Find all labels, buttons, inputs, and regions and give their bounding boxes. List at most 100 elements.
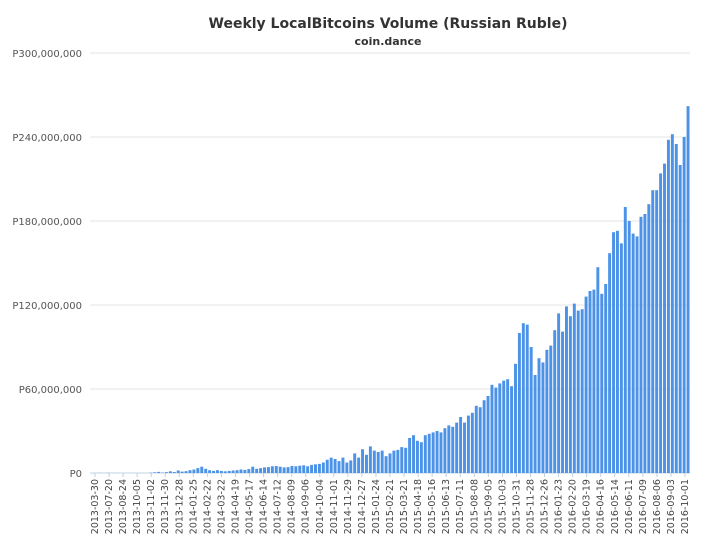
- bar[interactable]: [384, 456, 388, 473]
- bar[interactable]: [463, 422, 466, 473]
- bar[interactable]: [361, 449, 365, 473]
- bar[interactable]: [227, 470, 231, 473]
- bar[interactable]: [482, 400, 486, 473]
- bar[interactable]: [266, 467, 270, 473]
- bar[interactable]: [314, 464, 317, 473]
- bar[interactable]: [247, 469, 251, 473]
- bar[interactable]: [447, 425, 451, 473]
- bar[interactable]: [321, 462, 325, 474]
- bar[interactable]: [666, 139, 670, 474]
- bar[interactable]: [541, 362, 545, 473]
- bar[interactable]: [643, 214, 647, 473]
- bar[interactable]: [435, 431, 439, 473]
- bar[interactable]: [576, 310, 580, 473]
- bar[interactable]: [310, 464, 314, 473]
- bar[interactable]: [168, 471, 172, 473]
- bar[interactable]: [365, 454, 368, 473]
- bar[interactable]: [184, 471, 188, 473]
- bar[interactable]: [486, 396, 490, 473]
- bar[interactable]: [423, 435, 427, 473]
- bar[interactable]: [517, 333, 521, 473]
- bar[interactable]: [451, 426, 455, 473]
- bar[interactable]: [612, 232, 615, 473]
- bar[interactable]: [345, 462, 349, 474]
- bar[interactable]: [255, 468, 259, 473]
- bar[interactable]: [239, 469, 243, 474]
- bar[interactable]: [678, 165, 682, 473]
- bar[interactable]: [412, 435, 415, 473]
- bar[interactable]: [647, 204, 651, 473]
- bar[interactable]: [165, 472, 168, 473]
- bar[interactable]: [376, 452, 380, 473]
- bar[interactable]: [474, 405, 478, 473]
- bar[interactable]: [196, 468, 200, 473]
- bar[interactable]: [627, 221, 631, 473]
- bar[interactable]: [176, 470, 180, 473]
- bar[interactable]: [388, 453, 392, 473]
- bar[interactable]: [341, 457, 345, 473]
- bar[interactable]: [231, 470, 235, 473]
- bar[interactable]: [408, 438, 412, 473]
- bar[interactable]: [580, 309, 584, 473]
- bar[interactable]: [325, 459, 329, 473]
- bar[interactable]: [615, 230, 619, 473]
- bar[interactable]: [588, 291, 592, 473]
- bar[interactable]: [466, 415, 470, 473]
- bar[interactable]: [204, 468, 208, 473]
- bar[interactable]: [282, 467, 286, 473]
- bar[interactable]: [259, 468, 263, 473]
- bar[interactable]: [510, 386, 514, 473]
- bar[interactable]: [419, 442, 423, 473]
- bar[interactable]: [529, 347, 533, 473]
- bar[interactable]: [290, 466, 294, 473]
- bar[interactable]: [235, 470, 239, 473]
- bar[interactable]: [635, 236, 639, 473]
- bar[interactable]: [349, 460, 353, 473]
- bar[interactable]: [188, 470, 192, 473]
- bar[interactable]: [200, 466, 204, 473]
- bar[interactable]: [600, 293, 604, 473]
- bar[interactable]: [180, 471, 184, 473]
- bar[interactable]: [619, 243, 623, 473]
- bar[interactable]: [498, 383, 502, 473]
- bar[interactable]: [651, 190, 655, 473]
- bar[interactable]: [686, 106, 690, 473]
- bar[interactable]: [639, 216, 643, 474]
- bar[interactable]: [243, 469, 247, 473]
- bar[interactable]: [317, 463, 321, 473]
- bar[interactable]: [470, 412, 474, 473]
- bar[interactable]: [608, 253, 612, 473]
- bar[interactable]: [537, 358, 541, 473]
- bar[interactable]: [192, 469, 196, 474]
- bar[interactable]: [674, 144, 678, 473]
- bar[interactable]: [502, 380, 506, 473]
- bar[interactable]: [459, 417, 463, 473]
- bar[interactable]: [584, 296, 588, 473]
- bar[interactable]: [212, 470, 215, 473]
- bar[interactable]: [490, 384, 494, 473]
- bar[interactable]: [357, 457, 361, 473]
- bar[interactable]: [565, 306, 568, 473]
- bar[interactable]: [427, 433, 431, 473]
- bar[interactable]: [274, 466, 278, 473]
- bar[interactable]: [431, 432, 435, 473]
- bar[interactable]: [596, 267, 600, 473]
- bar[interactable]: [494, 387, 498, 473]
- bar[interactable]: [478, 407, 482, 473]
- bar[interactable]: [525, 324, 529, 473]
- bar[interactable]: [604, 284, 608, 473]
- bar[interactable]: [329, 457, 333, 473]
- bar[interactable]: [521, 323, 525, 473]
- bar[interactable]: [553, 330, 557, 473]
- bar[interactable]: [215, 470, 219, 473]
- bar[interactable]: [592, 289, 596, 473]
- bar[interactable]: [443, 428, 447, 473]
- bar[interactable]: [223, 471, 227, 473]
- bar[interactable]: [404, 447, 408, 473]
- bar[interactable]: [670, 134, 674, 473]
- bar[interactable]: [623, 207, 627, 473]
- bar[interactable]: [153, 472, 157, 473]
- bar[interactable]: [572, 303, 576, 473]
- bar[interactable]: [655, 190, 659, 473]
- bar[interactable]: [659, 173, 663, 473]
